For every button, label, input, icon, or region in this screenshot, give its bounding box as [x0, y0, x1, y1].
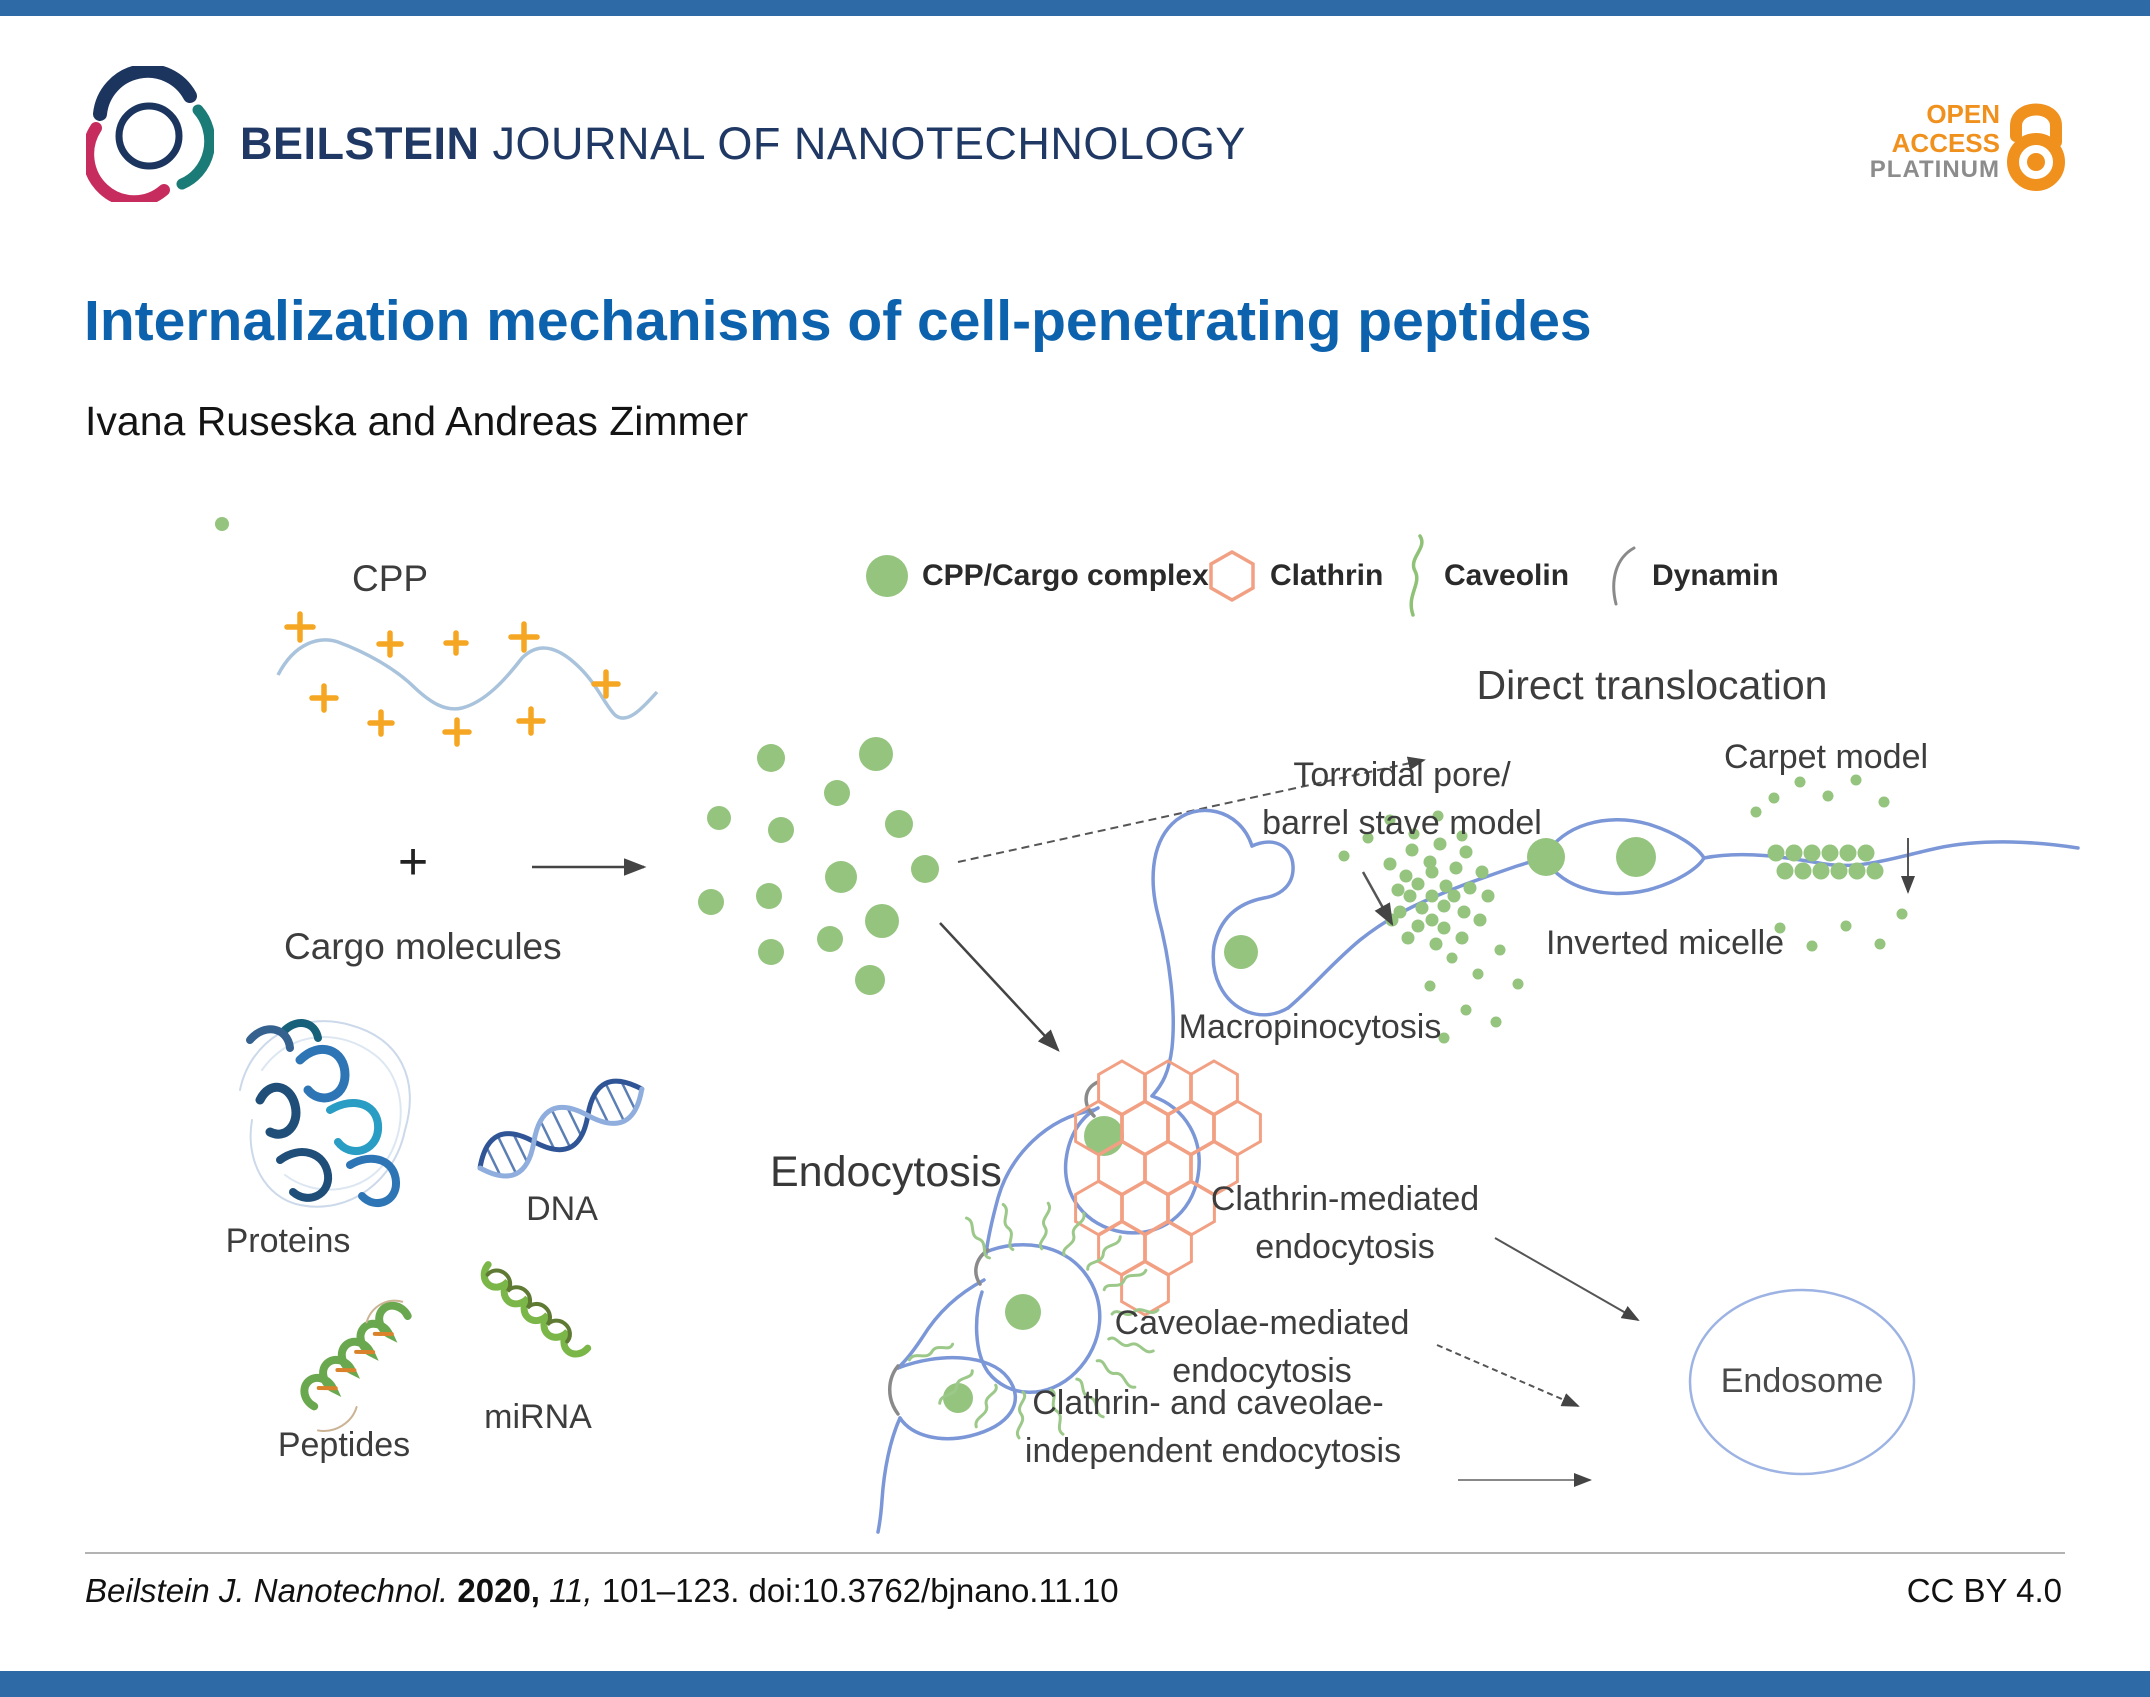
journal-name-bold: BEILSTEIN: [240, 118, 480, 169]
clathrin-to-endosome-arrow: [1494, 1237, 1640, 1321]
independent-vesicle-dot: [943, 1383, 973, 1413]
journal-name: BEILSTEIN JOURNAL OF NANOTECHNOLOGY: [240, 118, 1246, 170]
page-title: Internalization mechanisms of cell-penet…: [84, 289, 1592, 353]
label-proteins: Proteins: [225, 1222, 351, 1260]
label-carpet-model: Carpet model: [1723, 738, 1929, 776]
footer-divider: [85, 1552, 2065, 1554]
carpet-model-dots: [1750, 774, 1908, 952]
label-macropinocytosis: Macropinocytosis: [1178, 1008, 1442, 1046]
caveolae-to-endosome-arrow: [1436, 1344, 1580, 1407]
endocytosis-arrow: [939, 922, 1060, 1052]
license-badge: CC BY 4.0: [1906, 1572, 2062, 1609]
citation-pages-doi: 101–123. doi:10.3762/bjnano.11.10: [601, 1572, 1119, 1609]
cpp-peptide-drawing: [276, 611, 659, 747]
citation-year: 2020,: [448, 1572, 550, 1609]
label-caveolae-mediated-2: endocytosis: [1172, 1352, 1352, 1390]
label-independent-2: independent endocytosis: [1024, 1432, 1402, 1470]
label-endosome: Endosome: [1720, 1362, 1884, 1400]
label-inverted-micelle: Inverted micelle: [1545, 924, 1785, 962]
journal-name-rest: JOURNAL OF NANOTECHNOLOGY: [479, 118, 1246, 169]
legend-item-complex: CPP/Cargo complex: [866, 544, 1209, 608]
legend-label: Caveolin: [1444, 559, 1570, 592]
authors: Ivana Ruseska and Andreas Zimmer: [85, 398, 749, 444]
label-endocytosis: Endocytosis: [770, 1148, 1002, 1196]
macropinosome-dot: [1224, 935, 1258, 969]
label-clathrin-mediated-2: endocytosis: [1255, 1228, 1435, 1266]
legend-label: Clathrin: [1270, 559, 1384, 592]
label-plus: +: [397, 833, 429, 891]
beilstein-logo-icon: [86, 66, 214, 202]
clathrin-icon: [1209, 549, 1255, 603]
legend-item-caveolin: Caveolin: [1404, 534, 1570, 617]
open-lock-icon: [2007, 103, 2065, 191]
label-peptides: Peptides: [277, 1426, 411, 1464]
citation-journal: Beilstein J. Nanotechnol.: [85, 1572, 449, 1609]
open-access-line2: ACCESS: [1891, 127, 2000, 158]
top-blue-bar: [0, 0, 2150, 16]
pore-arrow: [1361, 871, 1394, 927]
citation: Beilstein J. Nanotechnol. 2020, 11, 101–…: [85, 1572, 1119, 1610]
protein-structure: [239, 1019, 411, 1208]
cpp-cargo-complex-icon: [866, 555, 908, 597]
legend-label: CPP/Cargo complex: [922, 559, 1209, 592]
legend-item-clathrin: Clathrin: [1208, 544, 1383, 608]
label-cargo-molecules: Cargo molecules: [284, 926, 562, 967]
label-clathrin-mediated-1: Clathrin-mediated: [1210, 1180, 1480, 1218]
label-mirna: miRNA: [484, 1398, 592, 1436]
legend-label: Dynamin: [1652, 559, 1779, 592]
label-toroidal-pore: Torroidal pore/: [1293, 756, 1511, 794]
label-direct-translocation: Direct translocation: [1476, 662, 1828, 708]
caveolin-icon: [1409, 534, 1424, 617]
caveola-dot: [1005, 1294, 1041, 1330]
dynamin-icon: [1612, 546, 1636, 606]
label-dna: DNA: [526, 1190, 598, 1228]
label-caveolae-mediated-1: Caveolae-mediated: [1114, 1304, 1410, 1342]
complex-cluster: [698, 737, 939, 995]
mirna-structure: [480, 1261, 592, 1358]
label-barrel-stave: barrel stave model: [1262, 804, 1542, 842]
membrane-complex-dot: [1527, 838, 1565, 876]
peptide-structure: [300, 1299, 412, 1432]
dna-structure: [477, 1078, 645, 1179]
open-access-badge: OPEN ACCESS PLATINUM: [1790, 100, 2000, 184]
label-independent-1: Clathrin- and caveolae-: [1032, 1384, 1384, 1422]
open-access-line1: OPEN: [1926, 99, 2000, 129]
cell-membrane: [876, 808, 2080, 1534]
positive-charges-icon: [284, 611, 621, 747]
label-cpp: CPP: [352, 558, 429, 599]
open-access-line3: PLATINUM: [1869, 156, 2000, 184]
endosome-ellipse: [1688, 1288, 1916, 1476]
citation-volume: 11,: [549, 1572, 602, 1609]
legend-item-dynamin: Dynamin: [1606, 544, 1779, 608]
bottom-blue-bar: [0, 1671, 2150, 1697]
inverted-micelle-dot: [1616, 837, 1656, 877]
toroidal-pore-cluster: [1338, 810, 1524, 1044]
single-complex-dot: [215, 517, 229, 531]
